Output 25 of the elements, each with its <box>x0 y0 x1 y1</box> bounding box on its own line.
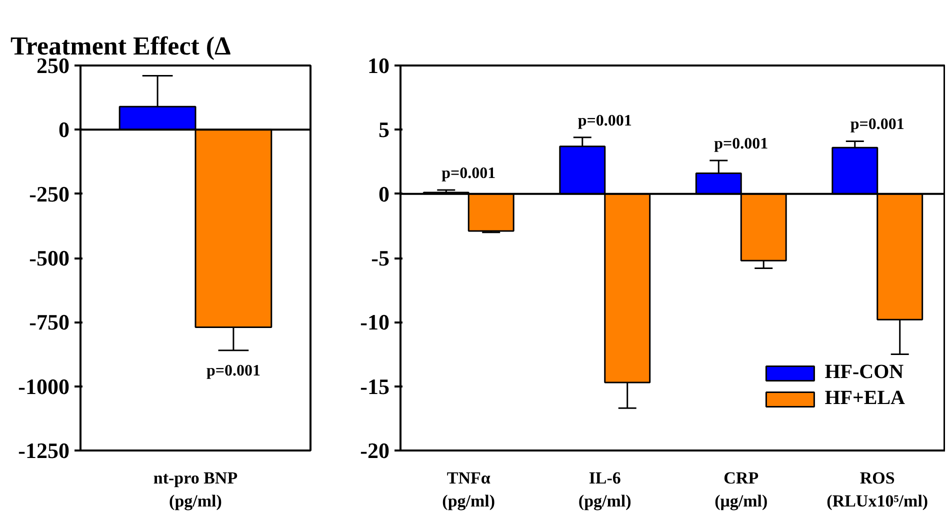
y-tick-label: 0 <box>58 117 70 142</box>
y-tick-label: -500 <box>29 246 70 270</box>
y-tick-label: 5 <box>378 117 390 142</box>
y-tick-label: -10 <box>360 310 390 335</box>
y-tick-label: -250 <box>29 181 70 206</box>
y-tick-label: -750 <box>29 310 70 335</box>
legend-label: HF+ELA <box>824 387 905 410</box>
y-tick-label: -1000 <box>18 374 70 399</box>
y-tick-label: -1250 <box>18 438 70 463</box>
y-tick-label: 10 <box>368 53 390 78</box>
annotation: p=0.001 <box>206 362 260 380</box>
x-tick-label: IL-6 (pg/ml) <box>578 468 632 510</box>
annotation: p=0.001 <box>714 135 768 152</box>
y-tick-label: 0 <box>378 181 390 206</box>
x-tick-label: TNFα (pg/ml) <box>442 468 496 510</box>
annotation: p=0.001 <box>850 116 904 134</box>
x-tick-label: CRP (μg/ml) <box>714 468 768 510</box>
legend-label: HF-CON <box>824 361 904 384</box>
y-tick-label: -20 <box>360 438 390 463</box>
y-tick-label: -5 <box>371 246 390 270</box>
annotation: p=0.001 <box>578 112 632 130</box>
annotation: p=0.001 <box>442 164 496 182</box>
x-tick-label: ROS (RLUx10⁵/ml) <box>826 468 928 510</box>
y-tick-label: -15 <box>360 374 390 399</box>
x-tick-label: nt-pro BNP (pg/ml) <box>153 468 238 510</box>
